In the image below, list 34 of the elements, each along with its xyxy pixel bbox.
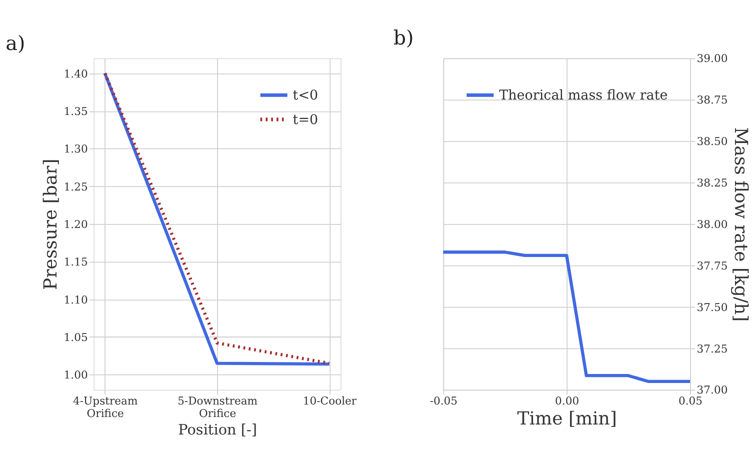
y-tick-label: 1.35 — [64, 104, 88, 118]
y-tick-label: 1.05 — [64, 331, 88, 344]
legend-label: t<0 — [292, 88, 318, 104]
y2-tick-label: 38.50 — [696, 135, 728, 148]
x-tick-label: 5-Downstream Orifice — [178, 394, 258, 420]
y2-tick-label: 37.50 — [696, 300, 728, 314]
y-tick-label: 1.15 — [64, 256, 88, 269]
x-tick-label: 10-Cooler — [302, 394, 358, 408]
y2-tick-label: 37.00 — [696, 384, 728, 397]
y2-tick-label: 39.00 — [696, 52, 728, 66]
y2-tick-label: 37.25 — [696, 342, 728, 356]
y2-tick-label: 38.25 — [696, 176, 728, 190]
y2-axis-title: Mass flow rate [kg/h] — [730, 127, 751, 322]
x-tick-label: 0.00 — [555, 394, 580, 408]
line-series — [442, 250, 692, 383]
y2-tick-label: 37.75 — [696, 259, 728, 272]
x-tick-label: -0.05 — [430, 394, 458, 408]
y-tick-label: 1.25 — [64, 180, 88, 194]
chart-title: b) — [393, 26, 414, 50]
y-tick-label: 1.00 — [64, 368, 88, 382]
y2-tick-label: 38.75 — [696, 94, 728, 107]
chart-title: a) — [6, 32, 26, 56]
legend-label: t=0 — [292, 112, 318, 128]
legend-label: Theorical mass flow rate — [499, 88, 668, 104]
y-tick-label: 1.30 — [64, 142, 88, 156]
x-tick-label: 4-Upstream Orifice — [73, 394, 138, 420]
y2-tick-label: 38.00 — [696, 218, 728, 231]
x-axis-title: Time [min] — [517, 408, 617, 430]
y-tick-label: 1.10 — [64, 293, 88, 306]
y-tick-label: 1.20 — [64, 218, 88, 231]
y-tick-label: 1.40 — [64, 67, 88, 80]
y-axis-title: Pressure [bar] — [40, 158, 62, 290]
x-tick-label: 0.05 — [678, 394, 703, 408]
x-axis-title: Position [-] — [178, 422, 257, 438]
